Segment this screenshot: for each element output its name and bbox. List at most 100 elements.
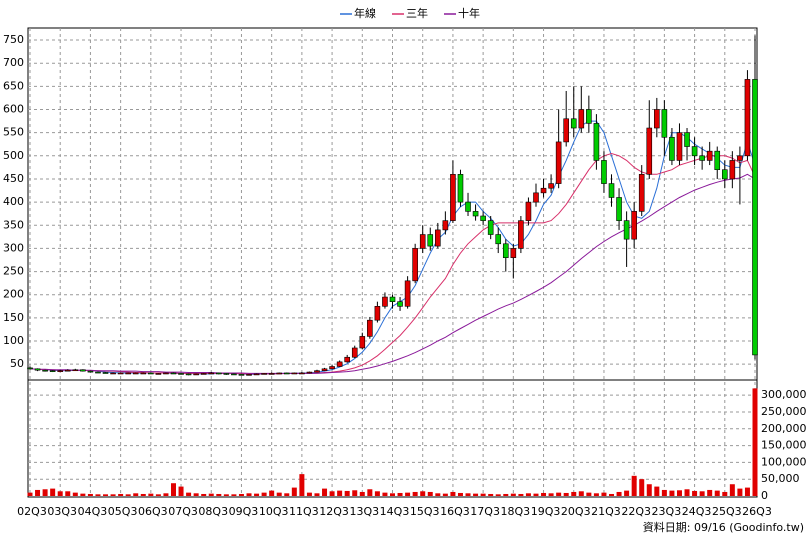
volume-bar (548, 493, 554, 496)
volume-bar (495, 494, 501, 496)
volume-bar (374, 491, 380, 496)
x-tick-label: 21Q3 (591, 505, 621, 518)
volume-bar (722, 491, 728, 496)
candle-body (367, 319, 373, 337)
volume-bar (525, 493, 531, 496)
candle-body (623, 220, 630, 240)
volume-bar (337, 490, 343, 496)
volume-bar (465, 493, 471, 496)
volume-bar (488, 493, 494, 496)
volume-bar (344, 490, 350, 496)
y-tick-label: 500 (3, 149, 24, 162)
volume-bar (412, 491, 418, 496)
volume-bar (473, 493, 479, 496)
candle-body (654, 109, 660, 129)
volume-bar (684, 489, 690, 496)
candle-body (691, 146, 698, 157)
candle-body (223, 373, 230, 375)
volume-bar (707, 489, 713, 496)
volume-bar (87, 493, 93, 496)
volume-bar (578, 491, 584, 496)
volume-bar (299, 474, 305, 496)
candle-body (344, 356, 350, 363)
candle-body (389, 296, 396, 302)
volume-bar (103, 494, 109, 496)
y-tick-label: 250 (3, 265, 24, 278)
x-tick-label: 13Q3 (349, 505, 379, 518)
candle-body (231, 373, 237, 376)
volume-bar (155, 494, 161, 496)
x-tick-label: 22Q3 (621, 505, 651, 518)
x-tick-label: 17Q3 (470, 505, 500, 518)
volume-bar (639, 479, 645, 496)
legend-label: 年線 (354, 6, 376, 20)
volume-bar (186, 492, 192, 496)
volume-bar (148, 493, 154, 496)
volume-bar (646, 484, 652, 496)
volume-bar (72, 492, 78, 496)
candle-body (336, 361, 343, 367)
volume-bar (201, 493, 207, 496)
candle-body (638, 174, 645, 212)
candle-body (72, 369, 79, 372)
volume-bar (140, 493, 146, 496)
volume-bar (352, 490, 358, 496)
volume-bar (601, 492, 607, 496)
candle-body (616, 197, 622, 221)
volume-bar (457, 492, 463, 496)
volume-bar (442, 493, 448, 496)
candle-body (548, 183, 554, 189)
candle-body (253, 373, 260, 376)
volume-bar (556, 492, 562, 496)
candle-body (95, 371, 101, 374)
candle-body (586, 109, 592, 124)
candle-body (34, 368, 41, 371)
candle-body (721, 169, 728, 180)
candle-body (706, 150, 713, 161)
candle-body (699, 155, 705, 161)
candle-body (714, 150, 721, 170)
volume-bar (450, 491, 456, 496)
y2-tick-label: 150,000 (761, 439, 807, 452)
volume-bar (170, 483, 176, 496)
x-tick-label: 20Q3 (561, 505, 591, 518)
y-tick-label: 600 (3, 102, 24, 115)
y-tick-label: 750 (3, 33, 24, 46)
x-tick-label: 05Q3 (108, 505, 138, 518)
y2-tick-label: 200,000 (761, 422, 807, 435)
candle-body (329, 366, 335, 370)
volume-bar (405, 492, 411, 496)
candle-body (314, 370, 320, 373)
candle-body (268, 373, 275, 375)
candle-body (729, 160, 736, 180)
volume-bar (306, 492, 312, 496)
candle-body (102, 372, 109, 374)
y-tick-label: 450 (3, 172, 24, 185)
candle-body (246, 374, 252, 376)
candle-body (450, 174, 456, 221)
volume-bar (593, 493, 599, 496)
candle-body (601, 160, 607, 184)
candle-body (140, 372, 147, 375)
candle-body (276, 372, 283, 375)
volume-bar (57, 491, 63, 496)
legend-label: 三年 (406, 6, 428, 20)
y2-tick-label: 100,000 (761, 455, 807, 468)
candle-body (132, 372, 139, 375)
volume-bar (133, 493, 139, 496)
legend-label: 十年 (458, 6, 480, 20)
y-tick-label: 150 (3, 311, 24, 324)
candle-body (155, 373, 162, 375)
candle-body (684, 132, 690, 147)
candle-body (510, 248, 517, 258)
y-tick-label: 350 (3, 218, 24, 231)
volume-bar (367, 489, 373, 496)
candle-body (525, 201, 532, 221)
x-tick-label: 08Q3 (198, 505, 228, 518)
volume-bar (541, 492, 547, 496)
volume-bar (631, 475, 637, 496)
candle-body (27, 367, 33, 370)
candle-body (291, 372, 298, 375)
candle-body (578, 109, 585, 129)
candle-body (555, 141, 562, 184)
